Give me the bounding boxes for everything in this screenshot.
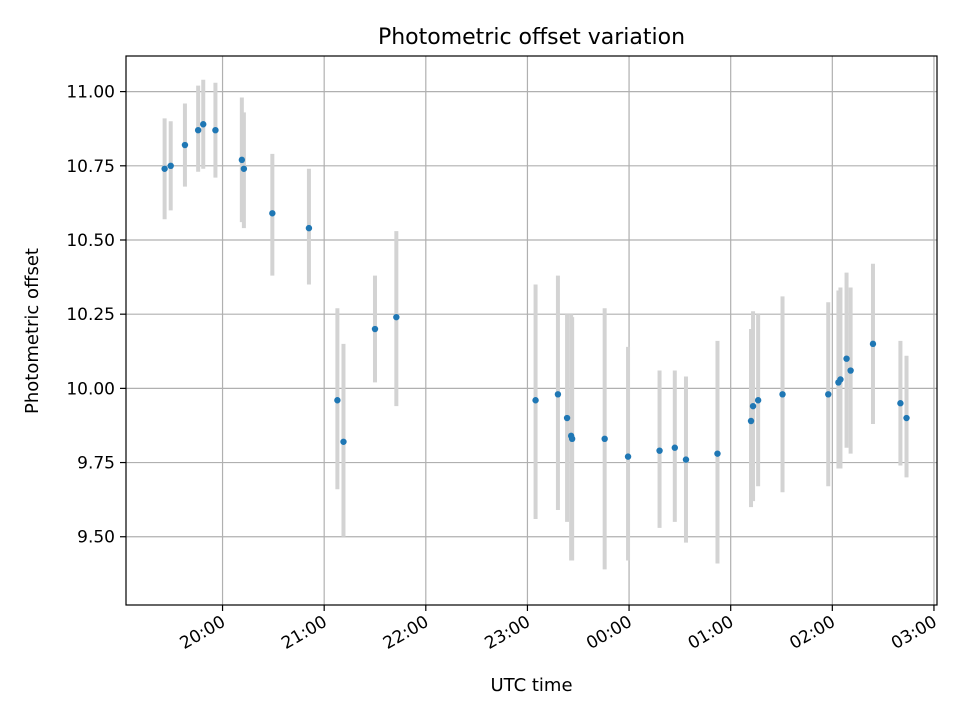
- data-point: [371, 325, 379, 333]
- y-tick-label: 10.75: [66, 157, 115, 177]
- data-point: [714, 450, 721, 457]
- y-axis-ticks: 9.50 9.75 10.00 10.25 10.50 10.75 11.00: [66, 83, 126, 548]
- data-point: [161, 165, 168, 172]
- y-tick-label: 11.00: [66, 83, 115, 103]
- data-point: [779, 391, 786, 398]
- data-point: [269, 210, 276, 217]
- x-axis-label: UTC time: [490, 675, 572, 696]
- data-point: [656, 447, 663, 454]
- data-point: [601, 435, 608, 443]
- data-point: [837, 376, 844, 383]
- data-point: [568, 435, 576, 443]
- data-point: [393, 313, 400, 321]
- data-point: [747, 417, 755, 425]
- data-point: [181, 141, 189, 149]
- data-point: [825, 391, 832, 398]
- data-point: [167, 162, 174, 169]
- data-point: [682, 456, 690, 463]
- data-point: [847, 367, 854, 374]
- data-point: [563, 414, 571, 422]
- y-axis-label: Photometric offset: [22, 248, 43, 414]
- y-tick-label: 10.50: [66, 231, 115, 251]
- data-point: [240, 165, 248, 172]
- data-point: [754, 397, 762, 404]
- data-point: [843, 355, 850, 362]
- data-point: [238, 156, 246, 164]
- y-tick-label: 10.25: [66, 305, 115, 325]
- data-point: [194, 126, 202, 134]
- y-tick-label: 9.75: [77, 454, 115, 474]
- data-point: [200, 121, 207, 128]
- data-point: [624, 453, 632, 460]
- data-point: [334, 397, 341, 404]
- data-point: [554, 391, 562, 398]
- grid: [126, 56, 937, 605]
- chart-title: Photometric offset variation: [378, 25, 685, 50]
- plot-frame: [125, 55, 938, 606]
- data-point: [671, 444, 678, 451]
- data-point: [869, 340, 877, 348]
- data-point: [897, 400, 904, 407]
- data-point: [749, 402, 757, 410]
- data-point: [212, 126, 219, 134]
- y-tick-label: 10.00: [66, 379, 115, 399]
- data-point: [305, 224, 313, 232]
- y-tick-label: 9.50: [77, 528, 115, 548]
- data-point: [903, 414, 910, 422]
- data-point: [532, 397, 539, 404]
- data-point: [340, 438, 347, 445]
- data-points: [161, 121, 910, 463]
